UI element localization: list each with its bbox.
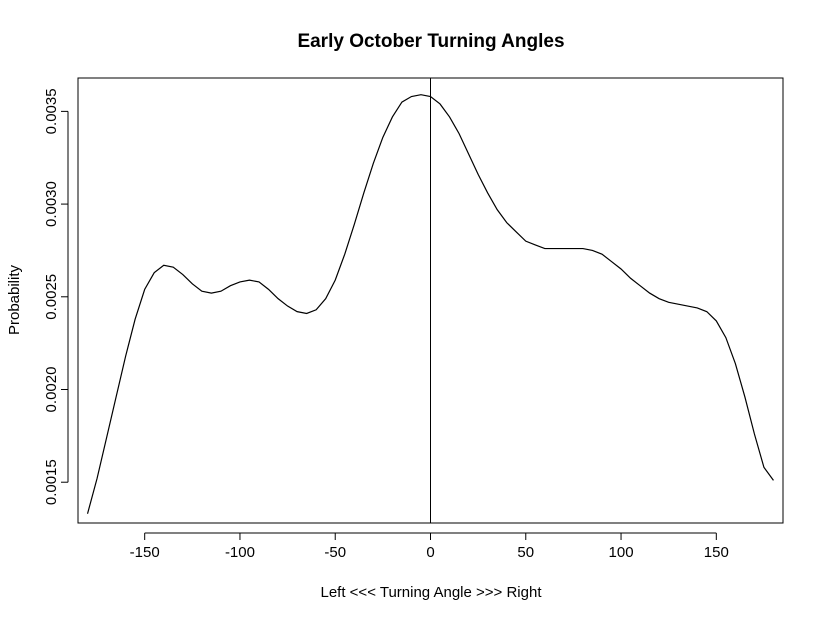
x-tick-label: -150 xyxy=(130,544,160,561)
x-tick-label: -100 xyxy=(225,544,255,561)
y-tick-label: 0.0020 xyxy=(43,367,60,413)
x-axis-label: Left <<< Turning Angle >>> Right xyxy=(320,584,542,601)
chart-title: Early October Turning Angles xyxy=(297,31,564,52)
y-tick-label: 0.0035 xyxy=(43,88,60,134)
x-tick-label: 50 xyxy=(517,544,534,561)
y-tick-label: 0.0030 xyxy=(43,181,60,227)
x-tick-label: 100 xyxy=(609,544,634,561)
y-axis: 0.0015 0.0020 0.0025 0.0030 0.0035 xyxy=(43,88,69,505)
x-tick-label: -50 xyxy=(324,544,346,561)
x-tick-label: 150 xyxy=(704,544,729,561)
y-tick-label: 0.0025 xyxy=(43,274,60,320)
x-tick-label: 0 xyxy=(426,544,434,561)
probability-density-line xyxy=(86,94,774,514)
y-tick-label: 0.0015 xyxy=(43,459,60,505)
y-axis-label: Probability xyxy=(6,264,23,335)
x-axis: -150 -100 -50 0 50 100 150 xyxy=(130,532,729,561)
